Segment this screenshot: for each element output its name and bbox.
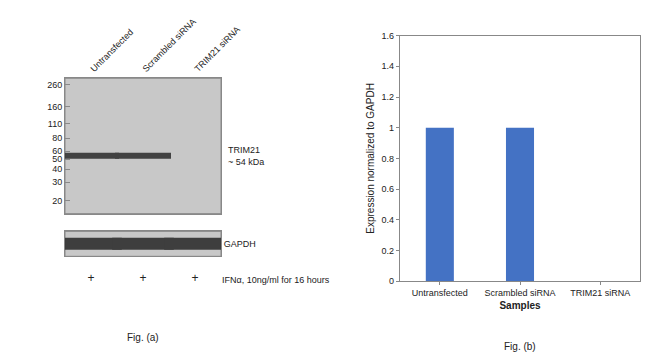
svg-text:Scrambled siRNA: Scrambled siRNA (141, 17, 198, 74)
svg-text:0.4: 0.4 (381, 215, 394, 225)
svg-text:0: 0 (389, 276, 394, 286)
svg-text:Untransfected: Untransfected (89, 27, 136, 74)
svg-text:1.6: 1.6 (381, 31, 394, 41)
svg-text:TRIM21~ 54 kDa: TRIM21~ 54 kDa (228, 145, 264, 167)
svg-text:Fig. (a): Fig. (a) (127, 332, 159, 343)
svg-text:110: 110 (48, 119, 62, 129)
svg-text:Untransfected: Untransfected (412, 288, 468, 298)
svg-text:40: 40 (52, 164, 62, 174)
svg-text:20: 20 (52, 196, 62, 206)
svg-text:Scrambled siRNA: Scrambled siRNA (484, 288, 555, 298)
svg-text:+: + (87, 271, 94, 285)
svg-text:50: 50 (52, 154, 62, 164)
svg-text:260: 260 (47, 80, 62, 90)
svg-text:1.4: 1.4 (381, 61, 394, 71)
svg-text:1.2: 1.2 (381, 92, 394, 102)
svg-text:0.6: 0.6 (381, 184, 394, 194)
svg-text:Samples: Samples (499, 300, 541, 311)
svg-text:GAPDH: GAPDH (224, 239, 256, 249)
svg-text:TRIM21 siRNA: TRIM21 siRNA (570, 288, 630, 298)
svg-text:Expression normalized to GAPDH: Expression normalized to GAPDH (365, 83, 376, 234)
svg-text:0.8: 0.8 (381, 154, 394, 164)
svg-text:80: 80 (52, 133, 62, 143)
svg-text:Fig. (b): Fig. (b) (504, 341, 536, 352)
svg-text:IFNα, 10ng/ml for 16 hours: IFNα, 10ng/ml for 16 hours (222, 275, 330, 285)
svg-text:60: 60 (52, 146, 62, 156)
svg-text:1: 1 (389, 123, 394, 133)
svg-text:TRIM21 siRNA: TRIM21 siRNA (193, 24, 243, 74)
svg-text:30: 30 (52, 177, 62, 187)
svg-text:+: + (191, 271, 198, 285)
svg-text:0.2: 0.2 (381, 246, 394, 256)
svg-text:+: + (139, 271, 146, 285)
svg-text:160: 160 (47, 102, 62, 112)
